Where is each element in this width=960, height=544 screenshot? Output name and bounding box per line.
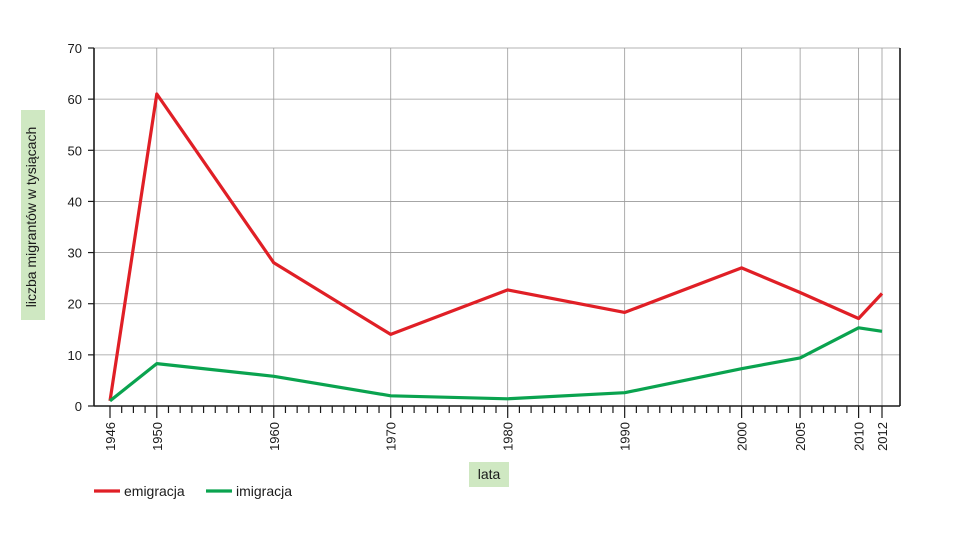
x-tick-label: 1970 [384, 422, 399, 451]
legend-label-imigracja: imigracja [236, 483, 292, 499]
y-tick-label: 60 [68, 92, 82, 107]
x-ticks: 1946 1950 1960 1970 1980 1990 2000 2005 2010 2012 [103, 406, 890, 451]
y-tick-label: 50 [68, 143, 82, 158]
x-axis-label-background [469, 462, 509, 487]
y-tick-label: 70 [68, 41, 82, 56]
x-tick-label: 1980 [501, 422, 516, 451]
series-line-emigracja [108, 92, 884, 402]
x-tick-label: 2010 [852, 422, 867, 451]
y-axis-label: liczba migrantów w tysiącach [23, 127, 39, 308]
x-tick-label: 2000 [735, 422, 750, 451]
series-line-imigracja [109, 326, 883, 403]
x-tick-label: 2012 [875, 422, 890, 451]
axes [93, 48, 901, 407]
y-tick-label: 30 [68, 246, 82, 261]
y-ticks: 0 10 20 30 40 50 60 70 [68, 41, 94, 414]
x-tick-label: 1946 [103, 422, 118, 451]
x-tick-label: 1950 [150, 422, 165, 451]
x-tick-label: 2005 [793, 422, 808, 451]
x-tick-label: 1990 [618, 422, 633, 451]
y-tick-label: 0 [75, 399, 82, 414]
y-tick-label: 20 [68, 297, 82, 312]
series-group [108, 92, 884, 403]
y-axis-label-background [21, 110, 45, 320]
x-axis-label: lata [478, 466, 501, 482]
legend: emigracja imigracja [94, 483, 292, 499]
x-tick-label: 1960 [267, 422, 282, 451]
y-tick-label: 10 [68, 348, 82, 363]
grid [94, 47, 900, 406]
y-tick-label: 40 [68, 194, 82, 209]
legend-label-emigracja: emigracja [124, 483, 185, 499]
